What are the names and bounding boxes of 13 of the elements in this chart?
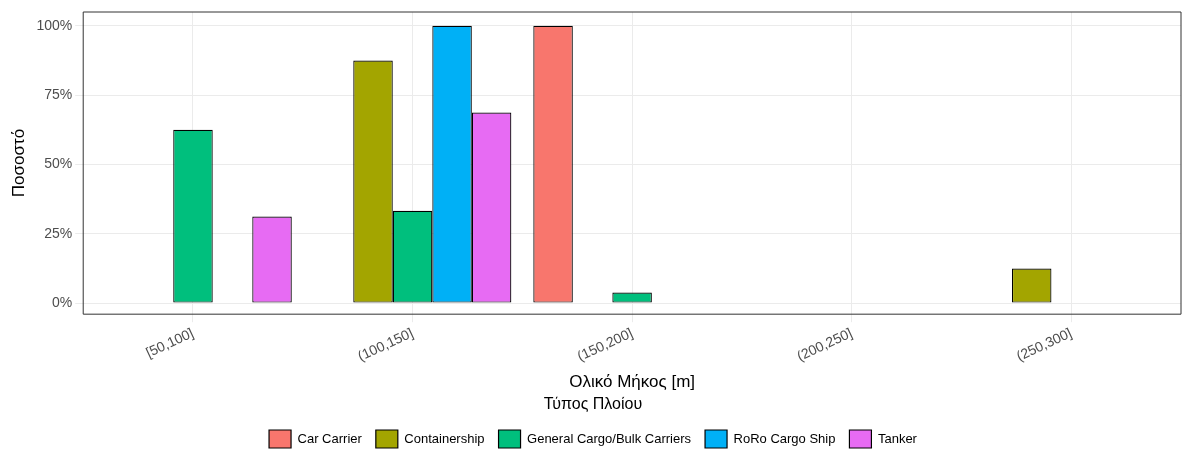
x-axis-title: Ολικό Μήκος [m]	[569, 372, 696, 392]
y-tick-label: 100%	[36, 16, 73, 33]
y-tick-label: 0%	[51, 293, 73, 310]
legend-title: Τύπος Πλοίου	[543, 395, 643, 413]
y-tick-label: 25%	[44, 224, 73, 241]
legend-label: General Cargo/Bulk Carriers	[527, 430, 692, 446]
legend-label: Car Carrier	[297, 430, 363, 446]
y-axis-title: Ποσοστό	[8, 128, 28, 198]
y-tick-label: 75%	[44, 86, 73, 103]
legend-label: RoRo Cargo Ship	[733, 430, 836, 446]
legend-label: Tanker	[877, 430, 918, 446]
y-tick-label: 50%	[44, 155, 73, 172]
legend-label: Containership	[404, 430, 485, 446]
